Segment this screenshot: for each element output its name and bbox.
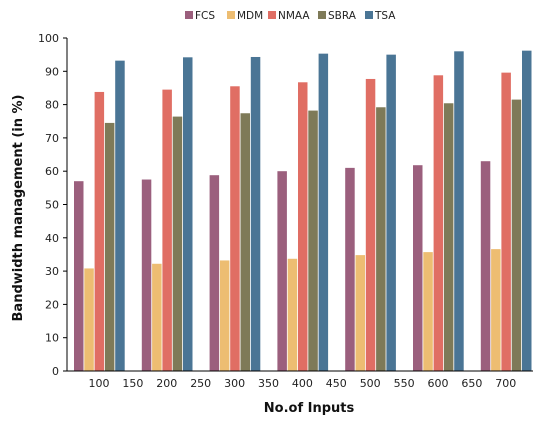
bar-mdm-200 [152, 263, 162, 371]
bar-nmaa-700 [501, 72, 511, 371]
x-tick-label: 250 [190, 377, 211, 390]
bar-group-200 [141, 57, 193, 372]
bar-sbra-600 [443, 103, 454, 371]
bar-mdm-400 [287, 258, 298, 371]
y-ticks: 0 10 20 30 40 50 60 70 80 90 100 [38, 32, 67, 378]
bar-nmaa-400 [298, 82, 308, 371]
legend-item-sbra: SBRA [318, 10, 357, 22]
x-tick-label: 100 [89, 377, 110, 390]
bar-mdm-700 [491, 249, 501, 371]
y-tick-label: 60 [45, 165, 59, 178]
bar-mdm-100 [84, 268, 94, 371]
x-tick-label: 400 [292, 377, 313, 390]
bar-tsa-300 [250, 56, 261, 372]
bar-group-400 [277, 53, 329, 372]
x-tick-label: 500 [360, 377, 381, 390]
bar-tsa-500 [386, 54, 396, 372]
legend-swatch [185, 11, 193, 19]
bar-mdm-300 [219, 260, 230, 371]
legend-item-fcs: FCS [185, 10, 215, 22]
y-tick-label: 20 [45, 298, 59, 311]
bar-mdm-500 [355, 255, 365, 371]
y-tick-label: 50 [45, 199, 59, 212]
x-tick-label: 700 [495, 377, 516, 390]
y-tick-label: 80 [45, 99, 59, 112]
bar-fcs-700 [480, 161, 491, 371]
bar-sbra-300 [240, 113, 250, 372]
bar-fcs-400 [277, 171, 287, 371]
x-tick-label: 650 [461, 377, 482, 390]
legend-label: MDM [237, 10, 263, 22]
bar-nmaa-100 [94, 91, 105, 372]
legend-swatch [268, 11, 276, 19]
y-tick-label: 70 [45, 132, 59, 145]
bar-nmaa-600 [433, 75, 444, 372]
y-tick-label: 10 [45, 332, 59, 345]
x-ticks: 100 150 200 250 300 350 400 450 500 550 600 650 700 [89, 377, 517, 390]
bar-fcs-100 [74, 181, 84, 371]
legend-swatch [318, 11, 326, 19]
legend-item-tsa: TSA [365, 10, 396, 22]
legend-label: TSA [374, 10, 396, 22]
y-tick-label: 90 [45, 65, 59, 78]
y-tick-label: 40 [45, 232, 59, 245]
bar-tsa-600 [454, 51, 464, 371]
x-tick-label: 600 [428, 377, 449, 390]
x-tick-label: 300 [224, 377, 245, 390]
x-axis-title: No.of Inputs [264, 401, 355, 416]
bar-group-700 [480, 50, 532, 372]
bar-fcs-500 [345, 167, 355, 371]
bar-fcs-300 [209, 175, 220, 371]
bar-sbra-200 [172, 116, 183, 371]
bar-tsa-200 [183, 57, 193, 372]
bar-sbra-100 [104, 122, 115, 371]
x-tick-label: 350 [258, 377, 279, 390]
bars [74, 50, 532, 372]
x-tick-label: 450 [326, 377, 347, 390]
bar-group-300 [209, 56, 261, 372]
legend-item-mdm: MDM [227, 10, 263, 22]
bar-group-500 [345, 54, 396, 372]
x-tick-label: 200 [156, 377, 177, 390]
legend-item-nmaa: NMAA [268, 10, 310, 22]
y-tick-label: 0 [52, 365, 59, 378]
legend-label: SBRA [328, 10, 357, 22]
y-axis-title: Bandwidth management (in %) [11, 95, 26, 322]
bar-fcs-600 [413, 165, 423, 371]
bar-tsa-700 [522, 50, 532, 372]
legend-label: NMAA [278, 10, 310, 22]
y-tick-label: 100 [38, 32, 59, 45]
x-tick-label: 550 [394, 377, 415, 390]
bar-tsa-100 [115, 60, 125, 371]
bar-sbra-700 [511, 99, 522, 371]
bar-mdm-600 [423, 252, 433, 371]
legend-swatch [227, 11, 235, 19]
bar-sbra-500 [376, 107, 386, 371]
bar-sbra-400 [308, 110, 318, 372]
bar-fcs-200 [141, 179, 152, 371]
y-tick-label: 30 [45, 265, 59, 278]
bar-nmaa-500 [365, 78, 376, 372]
bar-group-600 [413, 51, 464, 372]
bar-nmaa-300 [230, 86, 240, 371]
bar-group-100 [74, 60, 125, 372]
legend-swatch [365, 11, 373, 19]
bar-nmaa-200 [162, 89, 172, 372]
legend-label: FCS [195, 10, 215, 22]
x-tick-label: 150 [122, 377, 143, 390]
legend: FCS MDM NMAA SBRA TSA [185, 10, 396, 22]
bar-tsa-400 [318, 53, 329, 371]
